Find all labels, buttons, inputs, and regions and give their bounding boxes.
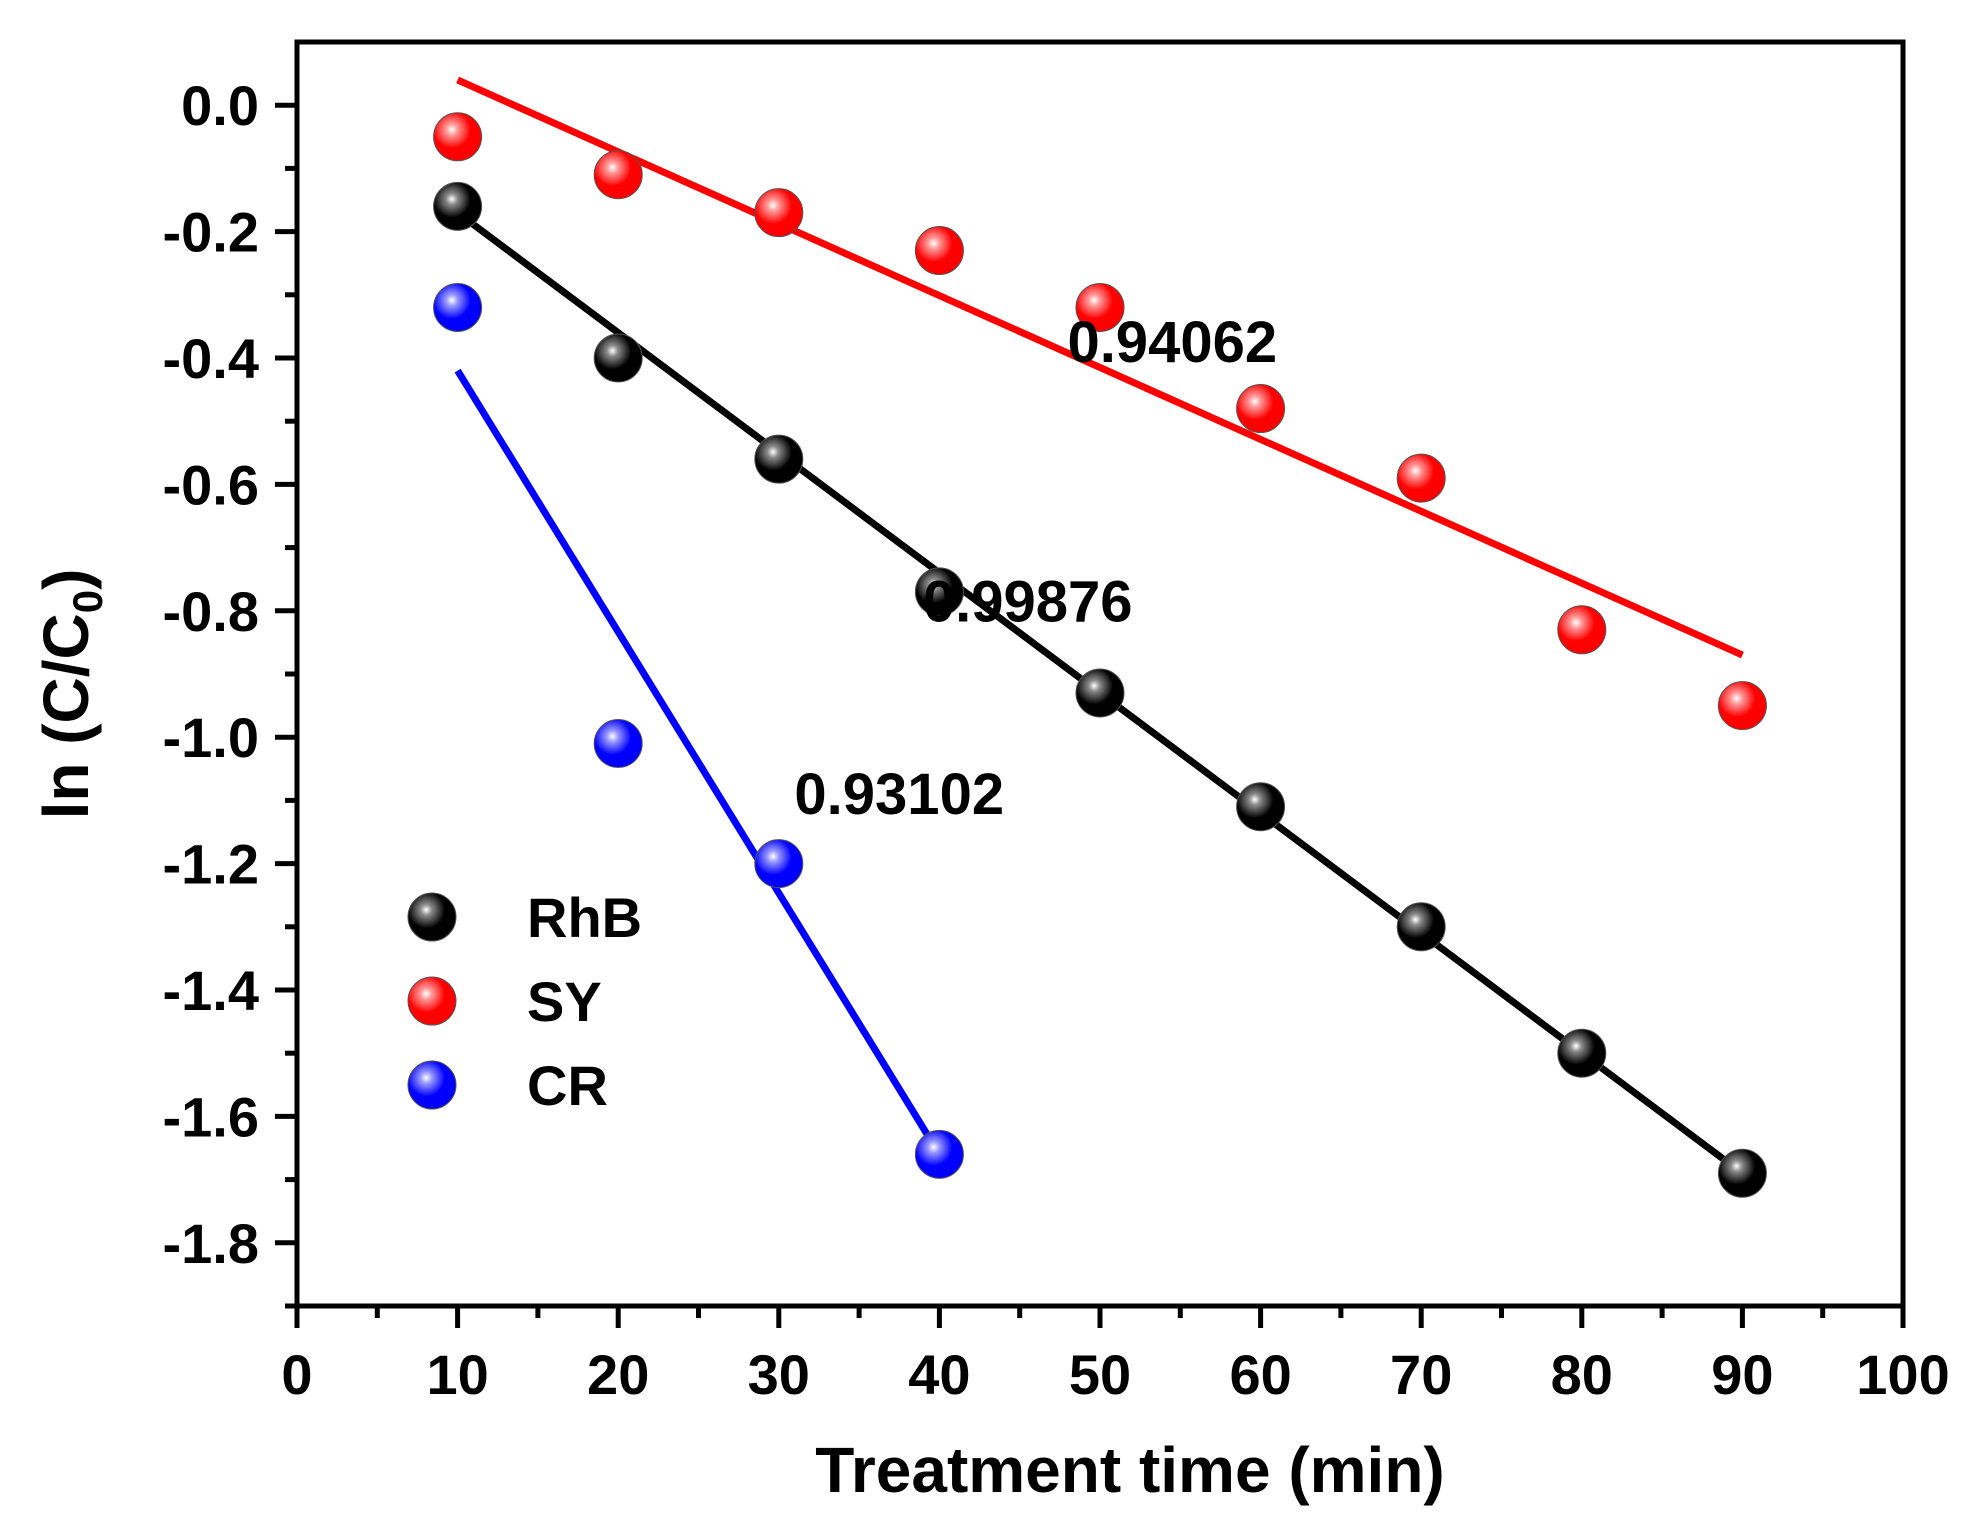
x-tick-label: 100: [1856, 1343, 1949, 1406]
data-point-sy: [1075, 282, 1125, 332]
x-tick-label: 80: [1551, 1343, 1613, 1406]
data-point-sy: [433, 112, 483, 162]
y-tick-label: -1.6: [163, 1085, 260, 1148]
data-point-sy: [1717, 681, 1767, 731]
x-tick-label: 70: [1390, 1343, 1452, 1406]
data-point-sy: [1396, 453, 1446, 503]
x-tick-label: 90: [1711, 1343, 1773, 1406]
data-point-sy: [754, 188, 804, 238]
legend-marker-sy: [407, 976, 457, 1026]
data-point-sy: [1236, 384, 1286, 434]
data-point-rhb: [754, 434, 804, 484]
y-axis-title-close: ): [30, 569, 102, 590]
r2-label-cr: 0.93102: [794, 762, 1004, 827]
y-axis-title-main: ln (C/C: [30, 613, 102, 819]
y-tick-label: -0.8: [163, 580, 260, 643]
x-tick-label: 60: [1229, 1343, 1291, 1406]
data-point-rhb: [1075, 668, 1125, 718]
legend-label-sy: SY: [527, 970, 602, 1033]
data-point-rhb: [1396, 902, 1446, 952]
data-point-cr: [433, 282, 483, 332]
fit-line-cr: [454, 368, 943, 1157]
data-point-cr: [914, 1129, 964, 1179]
x-tick-label: 30: [748, 1343, 810, 1406]
legend-marker-cr: [407, 1060, 457, 1110]
data-point-rhb: [1557, 1028, 1607, 1078]
x-tick-label: 0: [281, 1343, 312, 1406]
x-tick-label: 10: [426, 1343, 488, 1406]
r2-label-sy: 0.94062: [1067, 310, 1277, 375]
legend-label-rhb: RhB: [527, 886, 642, 949]
x-tick-label: 40: [908, 1343, 970, 1406]
legend-marker-rhb: [407, 892, 457, 942]
x-tick-label: 20: [587, 1343, 649, 1406]
fit-line-sy: [456, 76, 1744, 659]
data-point-rhb: [914, 567, 964, 617]
data-point-cr: [593, 719, 643, 769]
legend-label-cr: CR: [527, 1054, 608, 1117]
y-axis-title-subscript: 0: [64, 590, 111, 613]
data-points: [433, 112, 1767, 1198]
y-tick-label: -1.4: [163, 959, 260, 1022]
data-point-rhb: [593, 333, 643, 383]
data-point-cr: [754, 839, 804, 889]
axes: 0 10 20 30 40 50 60 70 80 90 100 0.0 -0.2 -0.4 -0.6 -0.…: [163, 39, 1950, 1406]
data-point-sy: [914, 226, 964, 276]
legend: RhB SY CR: [407, 886, 642, 1117]
x-tick-label: 50: [1069, 1343, 1131, 1406]
y-tick-label: 0.0: [181, 74, 259, 137]
x-axis-title: Treatment time (min): [815, 1434, 1444, 1506]
data-point-rhb: [1236, 782, 1286, 832]
y-tick-label: -1.2: [163, 833, 260, 896]
y-tick-label: -1.0: [163, 706, 260, 769]
data-point-sy: [1557, 605, 1607, 655]
r2-label-rhb: 0.99876: [923, 569, 1133, 634]
y-tick-label: -1.8: [163, 1212, 260, 1275]
y-axis-title: ln (C/C0): [30, 569, 111, 820]
data-point-sy: [593, 150, 643, 200]
data-point-rhb: [1717, 1148, 1767, 1198]
y-tick-label: -0.2: [163, 201, 260, 264]
y-tick-label: -0.4: [163, 327, 260, 390]
annotations: 0.99876 0.94062 0.93102: [794, 310, 1277, 827]
data-point-rhb: [433, 181, 483, 231]
y-tick-label: -0.6: [163, 453, 260, 516]
